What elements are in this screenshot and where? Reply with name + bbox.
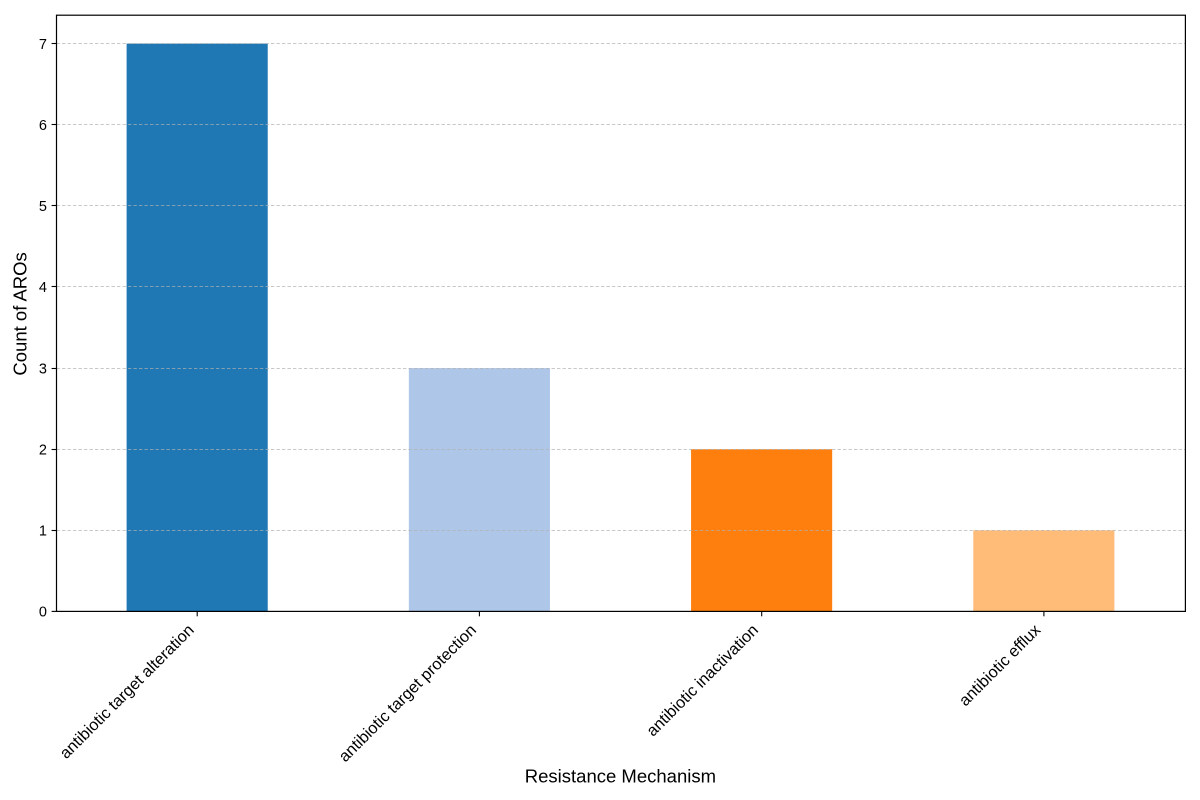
svg-text:6: 6 <box>39 118 47 134</box>
svg-text:1: 1 <box>39 524 47 540</box>
svg-text:7: 7 <box>39 37 47 53</box>
svg-text:4: 4 <box>39 280 47 296</box>
svg-text:0: 0 <box>39 605 47 621</box>
svg-text:Resistance Mechanism: Resistance Mechanism <box>525 765 716 786</box>
svg-text:3: 3 <box>39 361 47 377</box>
svg-text:5: 5 <box>39 199 47 215</box>
svg-text:2: 2 <box>39 442 47 458</box>
svg-text:Count of AROs: Count of AROs <box>10 252 31 375</box>
